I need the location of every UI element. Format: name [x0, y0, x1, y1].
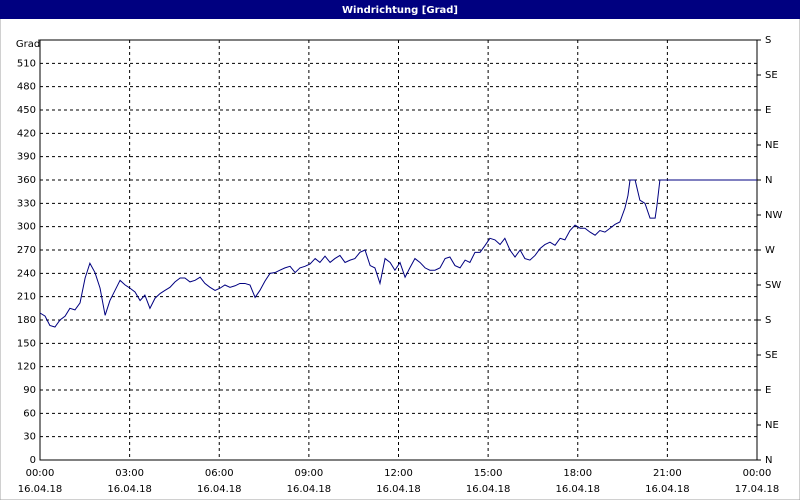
x-tick-label: 21:00 — [653, 468, 682, 479]
y-tick-label: 210 — [17, 292, 36, 303]
x-tick-label: 03:00 — [115, 468, 144, 479]
y-tick-label: 0 — [30, 455, 36, 466]
y2-tick-label: SE — [765, 350, 778, 361]
y2-tick-label: SW — [765, 280, 781, 291]
x-tick-sublabel: 16.04.18 — [287, 484, 332, 495]
plot-border — [39, 39, 758, 461]
y-tick-label: 480 — [17, 82, 36, 93]
x-tick-label: 15:00 — [474, 468, 503, 479]
y-tick-label: 510 — [17, 58, 36, 69]
y-tick-label: 420 — [17, 128, 36, 139]
x-tick-sublabel: 16.04.18 — [18, 484, 63, 495]
y-tick-label: 180 — [17, 315, 36, 326]
y2-tick-label: N — [765, 455, 772, 466]
y-tick-label: 270 — [17, 245, 36, 256]
y-tick-label: 390 — [17, 152, 36, 163]
y-tick-label: 60 — [23, 408, 36, 419]
y-tick-label: 30 — [23, 432, 36, 443]
y2-tick-label: W — [765, 245, 775, 256]
y-tick-label: 90 — [23, 385, 36, 396]
x-tick-label: 00:00 — [26, 468, 55, 479]
y-tick-label: 120 — [17, 362, 36, 373]
y2-tick-label: NE — [765, 420, 779, 431]
x-tick-sublabel: 16.04.18 — [197, 484, 242, 495]
data-line — [39, 179, 757, 328]
x-tick-sublabel: 16.04.18 — [466, 484, 511, 495]
y2-tick-label: S — [765, 315, 771, 326]
x-tick-sublabel: 16.04.18 — [645, 484, 690, 495]
x-tick-sublabel: 16.04.18 — [107, 484, 152, 495]
x-tick-label: 12:00 — [384, 468, 413, 479]
y-axis-label: Grad — [16, 39, 40, 50]
y2-tick-label: SE — [765, 70, 778, 81]
y2-tick-label: NE — [765, 140, 779, 151]
x-tick-label: 18:00 — [563, 468, 592, 479]
y-tick-label: 240 — [17, 268, 36, 279]
y2-tick-label: N — [765, 175, 772, 186]
x-tick-label: 06:00 — [205, 468, 234, 479]
title-bar — [0, 0, 800, 19]
y2-tick-label: NW — [765, 210, 782, 221]
y-tick-label: 330 — [17, 198, 36, 209]
x-tick-sublabel: 16.04.18 — [555, 484, 600, 495]
x-tick-sublabel: 17.04.18 — [735, 484, 780, 495]
y2-tick-label: E — [765, 105, 771, 116]
y-tick-label: 450 — [17, 105, 36, 116]
x-tick-label: 09:00 — [294, 468, 323, 479]
x-tick-label: 00:00 — [743, 468, 772, 479]
y-tick-label: 360 — [17, 175, 36, 186]
y2-tick-label: E — [765, 385, 771, 396]
y-tick-label: 150 — [17, 338, 36, 349]
chart-title: Windrichtung [Grad] — [342, 5, 458, 16]
y-tick-label: 300 — [17, 222, 36, 233]
x-tick-sublabel: 16.04.18 — [376, 484, 421, 495]
y2-tick-label: S — [765, 35, 771, 46]
